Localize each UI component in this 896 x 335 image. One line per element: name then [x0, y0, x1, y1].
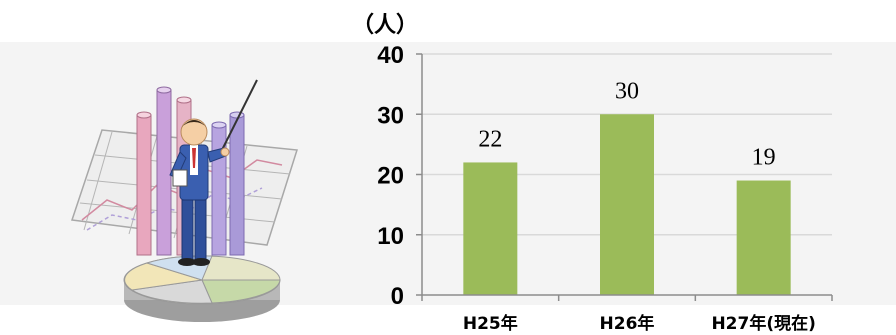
- data-labels: 22 30 19: [478, 78, 775, 170]
- y-tick-label: 10: [377, 223, 404, 250]
- presenter-with-charts-icon: [71, 79, 298, 322]
- data-label: 30: [615, 78, 639, 104]
- bar-chart: （人） 0 10 20 30 40 22 30 19 H25年 H26年 H27年(現在): [352, 13, 833, 334]
- unit-label: （人）: [352, 13, 418, 38]
- axes: [416, 53, 833, 301]
- y-tick-label: 0: [391, 283, 404, 310]
- y-axis-ticks: 0 10 20 30 40: [377, 42, 404, 310]
- x-axis-ticks: H25年 H26年 H27年(現在): [463, 313, 816, 334]
- pie-chart-base-icon: [123, 255, 281, 322]
- bar: [736, 180, 791, 295]
- data-label: 22: [478, 126, 502, 152]
- y-tick-label: 30: [377, 102, 404, 129]
- data-label: 19: [752, 145, 776, 171]
- x-tick-label: H26年: [600, 313, 655, 334]
- y-tick-label: 40: [377, 42, 404, 69]
- x-tick-label: H27年(現在): [711, 313, 815, 334]
- bar: [463, 162, 518, 295]
- presenter-figure-icon: [169, 79, 258, 266]
- x-tick-label: H25年: [463, 313, 518, 334]
- y-tick-label: 20: [377, 163, 404, 190]
- bars: [463, 114, 791, 295]
- bar: [600, 114, 654, 295]
